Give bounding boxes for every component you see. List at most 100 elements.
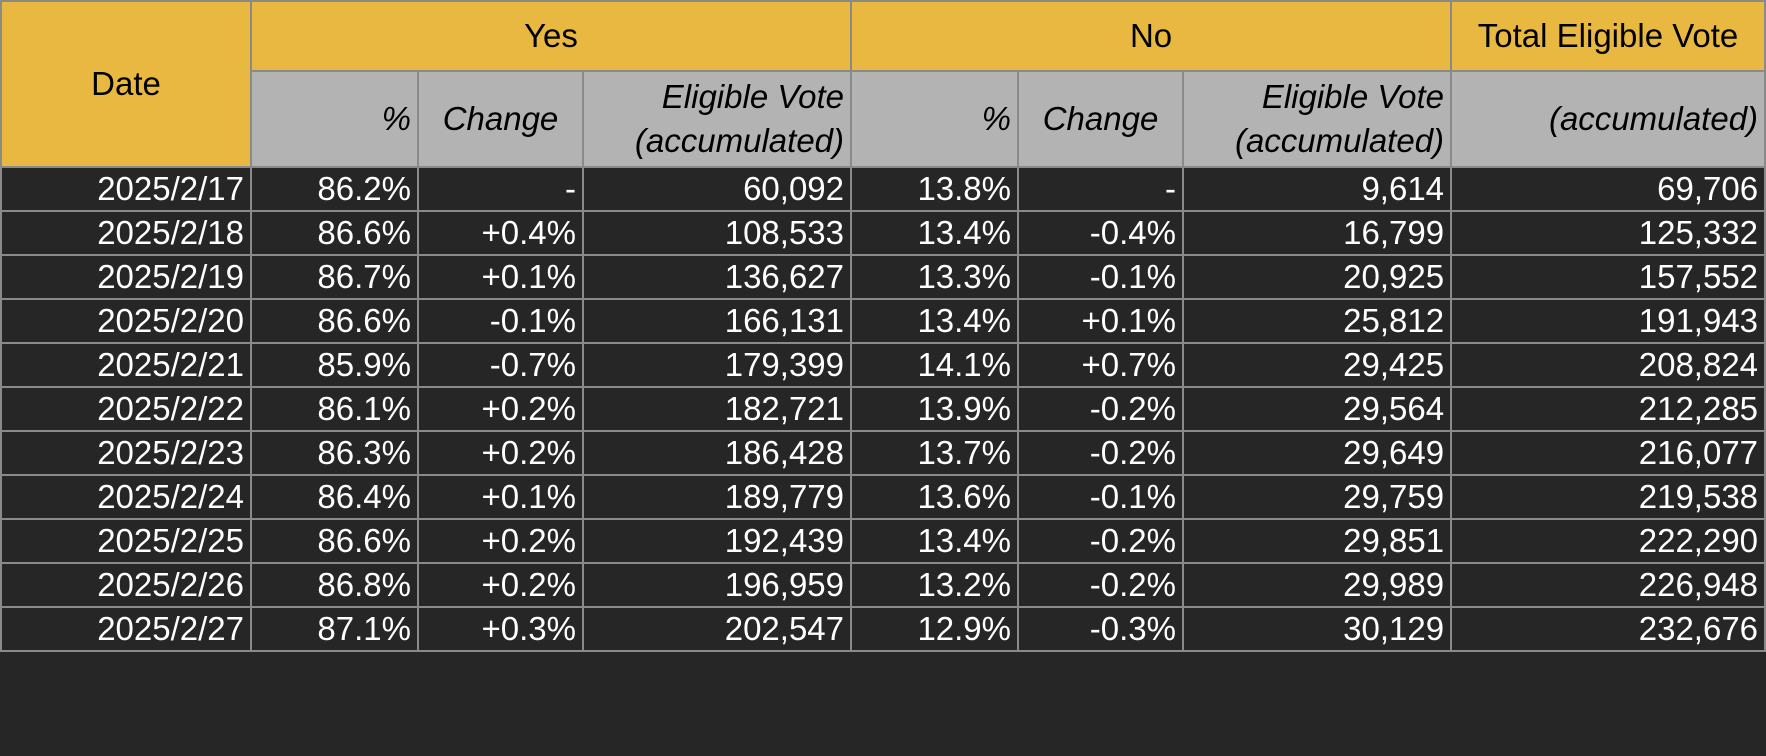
date-cell: 2025/2/18 bbox=[0, 210, 252, 256]
value-cell: 226,948 bbox=[1450, 562, 1766, 608]
value-cell: 12.9% bbox=[850, 606, 1020, 652]
subheader-cell: Change bbox=[1017, 70, 1185, 168]
value-cell: 29,851 bbox=[1182, 518, 1453, 564]
value-cell: 182,721 bbox=[581, 386, 853, 432]
value-cell: +0.1% bbox=[417, 474, 584, 520]
header-yes: Yes bbox=[249, 0, 853, 72]
table-body: 2025/2/17 86.2% -60,092 13.8% -9,614 69,706 20… bbox=[0, 166, 1766, 652]
value-cell: +0.2% bbox=[417, 518, 584, 564]
date-cell: 2025/2/27 bbox=[0, 606, 252, 652]
value-cell: 202,547 bbox=[581, 606, 853, 652]
subheader-cell: % bbox=[250, 70, 419, 168]
value-cell: +0.2% bbox=[417, 430, 584, 476]
value-cell: 86.8% bbox=[250, 562, 419, 608]
value-cell: -0.3% bbox=[1017, 606, 1185, 652]
value-cell: 157,552 bbox=[1450, 254, 1766, 300]
date-cell: 2025/2/23 bbox=[0, 430, 252, 476]
value-cell: -0.2% bbox=[1017, 430, 1185, 476]
header-date: Date bbox=[0, 0, 252, 168]
value-cell: +0.7% bbox=[1017, 342, 1185, 388]
value-cell: -0.2% bbox=[1017, 518, 1185, 564]
date-cell: 2025/2/20 bbox=[0, 298, 252, 344]
subheader-cell: % bbox=[850, 70, 1020, 168]
value-cell: 86.6% bbox=[250, 518, 419, 564]
value-cell: 192,439 bbox=[581, 518, 853, 564]
value-cell: -0.1% bbox=[1017, 254, 1185, 300]
value-cell: +0.4% bbox=[417, 210, 584, 256]
value-cell: 166,131 bbox=[581, 298, 853, 344]
vote-table: Date Yes No Total Eligible Vote % Change E… bbox=[0, 0, 1766, 652]
data-row: 2025/2/27 87.1% +0.3% 202,547 12.9% -0.3% 30,1… bbox=[0, 606, 1766, 652]
value-cell: 87.1% bbox=[250, 606, 419, 652]
value-cell: - bbox=[417, 166, 584, 212]
value-cell: 85.9% bbox=[250, 342, 419, 388]
value-cell: - bbox=[1017, 166, 1185, 212]
date-cell: 2025/2/26 bbox=[0, 562, 252, 608]
value-cell: 108,533 bbox=[581, 210, 853, 256]
subheader-row: % Change Eligible Vote (accumulated)% Chang… bbox=[1, 70, 1766, 168]
value-cell: 13.4% bbox=[850, 298, 1020, 344]
value-cell: +0.3% bbox=[417, 606, 584, 652]
date-cell: 2025/2/19 bbox=[0, 254, 252, 300]
subheader-cell: Change bbox=[417, 70, 584, 168]
data-row: 2025/2/21 85.9% -0.7% 179,399 14.1% +0.7% 29,4… bbox=[0, 342, 1766, 388]
value-cell: -0.1% bbox=[417, 298, 584, 344]
date-cell: 2025/2/21 bbox=[0, 342, 252, 388]
value-cell: 69,706 bbox=[1450, 166, 1766, 212]
header-total: Total Eligible Vote bbox=[1450, 0, 1766, 72]
data-row: 2025/2/26 86.8% +0.2% 196,959 13.2% -0.2% 29,9… bbox=[0, 562, 1766, 608]
value-cell: 186,428 bbox=[581, 430, 853, 476]
value-cell: 13.7% bbox=[850, 430, 1020, 476]
subheader-cell: (accumulated) bbox=[1450, 70, 1766, 168]
date-cell: 2025/2/25 bbox=[0, 518, 252, 564]
value-cell: 9,614 bbox=[1182, 166, 1453, 212]
value-cell: -0.2% bbox=[1017, 562, 1185, 608]
data-row: 2025/2/25 86.6% +0.2% 192,439 13.4% -0.2% 29,8… bbox=[0, 518, 1766, 564]
data-row: 2025/2/22 86.1% +0.2% 182,721 13.9% -0.2% 29,5… bbox=[0, 386, 1766, 432]
date-cell: 2025/2/17 bbox=[0, 166, 252, 212]
value-cell: 208,824 bbox=[1450, 342, 1766, 388]
date-cell: 2025/2/24 bbox=[0, 474, 252, 520]
value-cell: 86.6% bbox=[250, 298, 419, 344]
value-cell: 86.4% bbox=[250, 474, 419, 520]
value-cell: -0.4% bbox=[1017, 210, 1185, 256]
value-cell: 86.2% bbox=[250, 166, 419, 212]
value-cell: 13.4% bbox=[850, 210, 1020, 256]
value-cell: 13.2% bbox=[850, 562, 1020, 608]
value-cell: 29,649 bbox=[1182, 430, 1453, 476]
value-cell: 13.4% bbox=[850, 518, 1020, 564]
value-cell: 14.1% bbox=[850, 342, 1020, 388]
value-cell: -0.2% bbox=[1017, 386, 1185, 432]
value-cell: 29,759 bbox=[1182, 474, 1453, 520]
value-cell: 86.7% bbox=[250, 254, 419, 300]
value-cell: 29,989 bbox=[1182, 562, 1453, 608]
data-row: 2025/2/20 86.6% -0.1% 166,131 13.4% +0.1% 25,8… bbox=[0, 298, 1766, 344]
value-cell: 13.8% bbox=[850, 166, 1020, 212]
value-cell: 136,627 bbox=[581, 254, 853, 300]
value-cell: 86.6% bbox=[250, 210, 419, 256]
data-row: 2025/2/18 86.6% +0.4% 108,533 13.4% -0.4% 16,7… bbox=[0, 210, 1766, 256]
data-row: 2025/2/17 86.2% -60,092 13.8% -9,614 69,706 bbox=[0, 166, 1766, 212]
value-cell: 212,285 bbox=[1450, 386, 1766, 432]
value-cell: 86.3% bbox=[250, 430, 419, 476]
value-cell: 13.3% bbox=[850, 254, 1020, 300]
value-cell: +0.1% bbox=[417, 254, 584, 300]
value-cell: 13.6% bbox=[850, 474, 1020, 520]
value-cell: 179,399 bbox=[581, 342, 853, 388]
value-cell: 25,812 bbox=[1182, 298, 1453, 344]
value-cell: +0.2% bbox=[417, 562, 584, 608]
subheader-cell: Eligible Vote (accumulated) bbox=[581, 70, 853, 168]
value-cell: +0.2% bbox=[417, 386, 584, 432]
value-cell: 13.9% bbox=[850, 386, 1020, 432]
value-cell: -0.1% bbox=[1017, 474, 1185, 520]
data-row: 2025/2/23 86.3% +0.2% 186,428 13.7% -0.2% 29,6… bbox=[0, 430, 1766, 476]
data-row: 2025/2/19 86.7% +0.1% 136,627 13.3% -0.1% 20,9… bbox=[0, 254, 1766, 300]
value-cell: 30,129 bbox=[1182, 606, 1453, 652]
subheader-cell: Eligible Vote (accumulated) bbox=[1182, 70, 1453, 168]
value-cell: 196,959 bbox=[581, 562, 853, 608]
value-cell: 60,092 bbox=[581, 166, 853, 212]
header-no: No bbox=[850, 0, 1453, 72]
value-cell: 29,425 bbox=[1182, 342, 1453, 388]
value-cell: 191,943 bbox=[1450, 298, 1766, 344]
